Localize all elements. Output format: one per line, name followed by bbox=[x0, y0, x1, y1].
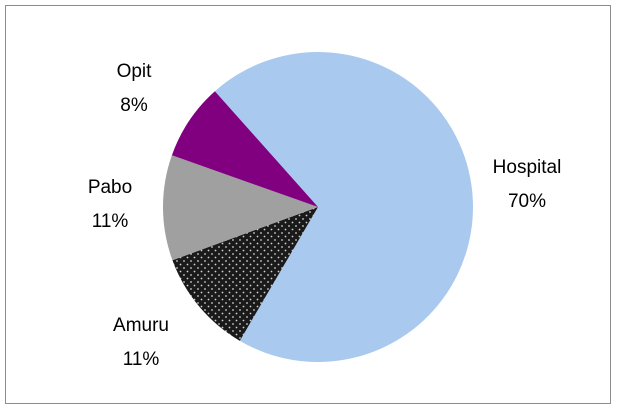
slice-label: Opit bbox=[117, 61, 153, 82]
slice-value-label: 8% bbox=[120, 95, 148, 116]
pie-slice bbox=[171, 91, 318, 207]
slice-value-label: 70% bbox=[508, 191, 546, 212]
slice-value-label: 11% bbox=[92, 211, 129, 232]
slice-label: Pabo bbox=[88, 177, 132, 198]
slice-label: Hospital bbox=[493, 157, 562, 178]
pie-slice bbox=[214, 52, 474, 363]
pie-slice bbox=[162, 155, 318, 261]
slice-value-label: 11% bbox=[123, 349, 160, 370]
pie-slice bbox=[172, 207, 318, 341]
slice-label: Amuru bbox=[113, 315, 169, 336]
